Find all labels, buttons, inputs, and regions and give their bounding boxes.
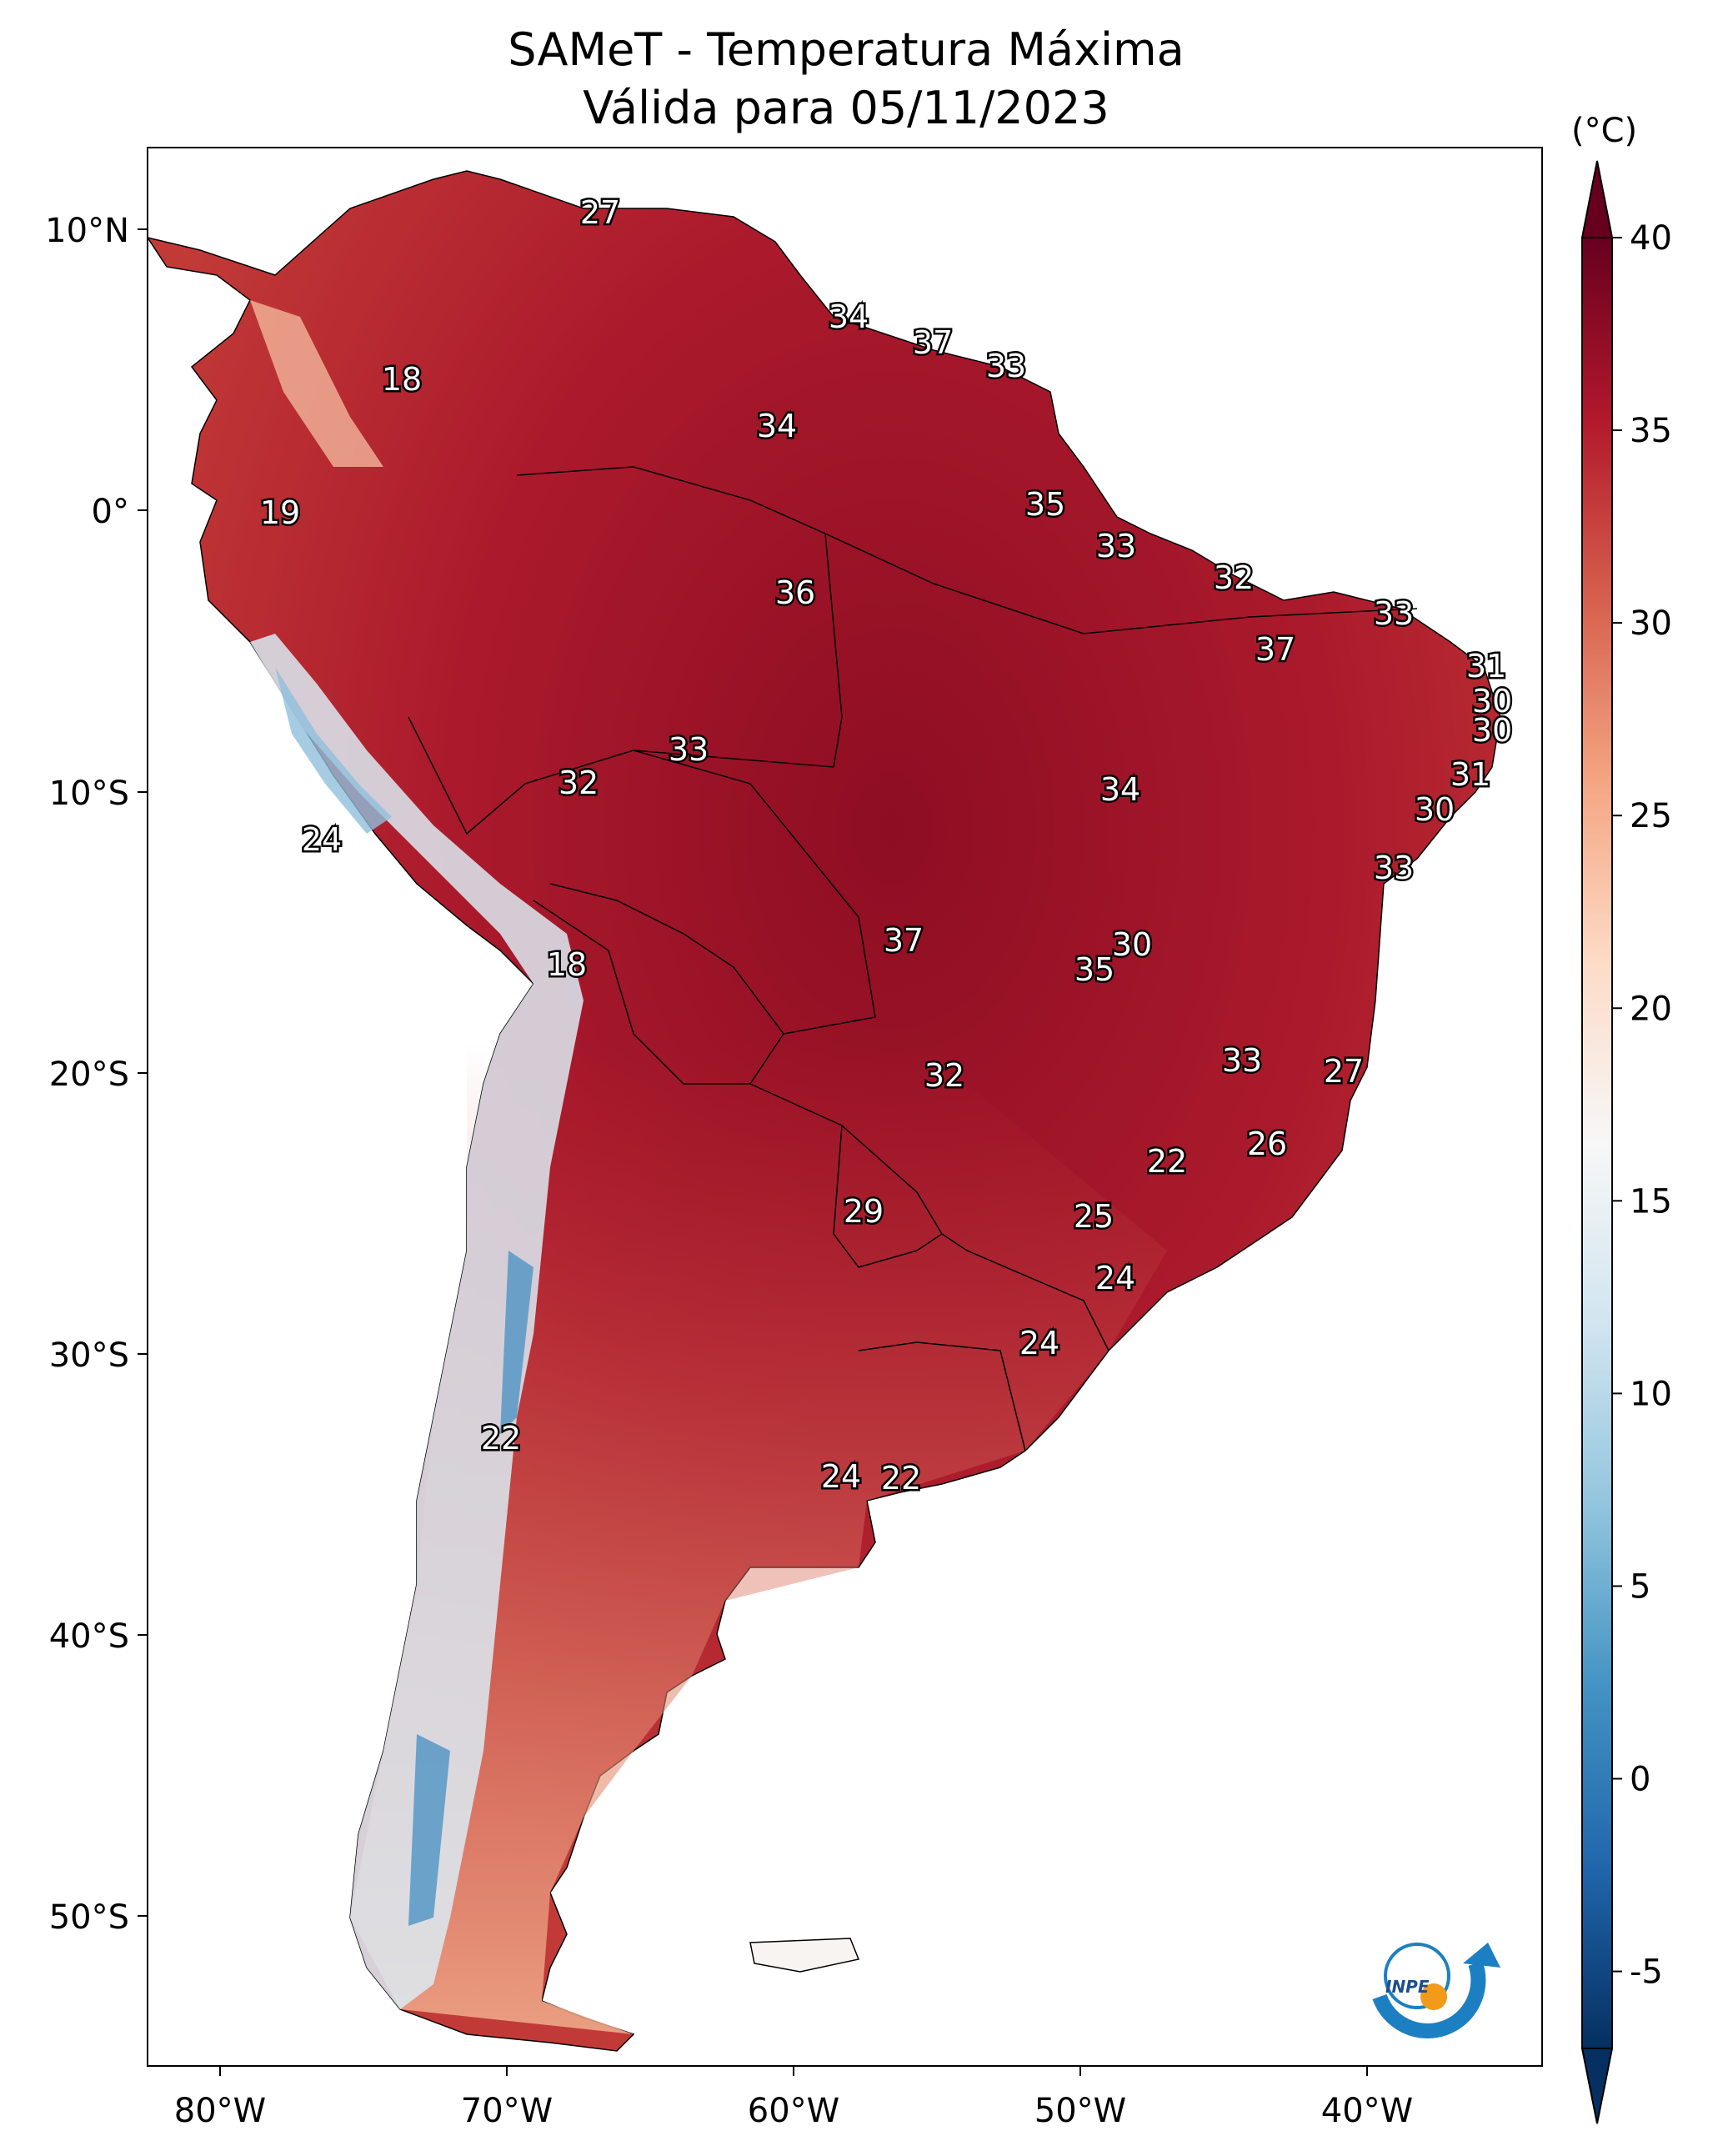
- temperature-label: 36: [775, 574, 815, 611]
- temperature-label: 37: [884, 922, 924, 959]
- lat-label: 30°S: [49, 1336, 129, 1375]
- colorbar-extend-min: [1580, 2048, 1614, 2124]
- colorbar-tick-label: 0: [1630, 1761, 1650, 1799]
- lat-label: 10°N: [45, 212, 129, 250]
- temperature-label: 22: [481, 1420, 521, 1457]
- temperature-label: 34: [829, 298, 869, 335]
- lat-label: 10°S: [49, 775, 129, 813]
- colorbar-tick-label: 10: [1630, 1375, 1672, 1413]
- temperature-label: 34: [1100, 771, 1140, 808]
- temperature-label: 32: [1214, 559, 1254, 596]
- temperature-label: 18: [382, 361, 422, 398]
- temperature-label: 33: [1374, 595, 1414, 632]
- temperature-label: 30: [1112, 926, 1152, 963]
- temperature-label: 30: [1472, 683, 1512, 720]
- temperature-label: 33: [1222, 1042, 1262, 1079]
- inpe-logo: INPE: [1372, 1943, 1500, 2038]
- colorbar-tick-label: 15: [1630, 1182, 1672, 1221]
- south-cooler-zone: [350, 1042, 1167, 2034]
- lon-label: 50°W: [1034, 2092, 1126, 2130]
- temperature-label: 37: [913, 324, 953, 361]
- colorbar-unit: (°C): [1571, 112, 1637, 150]
- temperature-label: 31: [1466, 648, 1506, 684]
- colorbar-extend-max: [1580, 160, 1614, 238]
- logo-text: INPE: [1385, 1977, 1430, 1997]
- temperature-label: 22: [881, 1460, 921, 1497]
- colorbar-tick-label: 5: [1630, 1567, 1650, 1606]
- temperature-label: 24: [1019, 1325, 1059, 1361]
- lon-label: 60°W: [748, 2092, 839, 2130]
- peru-andes-cold: [275, 667, 392, 834]
- lat-label: 40°S: [49, 1617, 129, 1656]
- lon-label: 80°W: [174, 2092, 266, 2130]
- colorbar: (°C) 40 35 30 25 20 15 10 5 0 -5: [1571, 112, 1672, 2124]
- temperature-label: 35: [1025, 486, 1065, 523]
- lat-label: 20°S: [49, 1055, 129, 1094]
- temperature-label: 27: [580, 194, 620, 231]
- colorbar-ticks: 40 35 30 25 20 15 10 5 0 -5: [1612, 219, 1672, 1992]
- falkland-islands: [749, 1938, 860, 1973]
- colorbar-tick-label: 40: [1630, 219, 1672, 258]
- country-borders: [408, 466, 1418, 1452]
- temperature-label: 30: [1472, 712, 1512, 749]
- temperature-label: 33: [1096, 528, 1136, 564]
- temperature-label: 33: [986, 348, 1026, 384]
- temperature-labels: 27 18 19 24 18 22 34 37 33 34 35 33 32 3…: [258, 193, 1514, 1499]
- temperature-label: 32: [924, 1057, 964, 1094]
- x-axis: 80°W 70°W 60°W 50°W 40°W: [174, 2066, 1413, 2130]
- logo-swoosh: [1372, 1961, 1486, 2038]
- temperature-label: 29: [844, 1193, 884, 1230]
- temperature-label: 25: [1074, 1198, 1114, 1235]
- colorbar-tick-label: 35: [1630, 412, 1672, 450]
- lat-label: 50°S: [49, 1898, 129, 1937]
- temperature-label: 26: [1247, 1126, 1287, 1162]
- lon-label: 40°W: [1321, 2092, 1413, 2130]
- temperature-label: 34: [757, 408, 797, 444]
- temperature-label: 33: [669, 731, 709, 768]
- temperature-label: 24: [821, 1458, 861, 1495]
- colorbar-tick-label: -5: [1630, 1953, 1663, 1992]
- colorbar-tick-label: 25: [1630, 797, 1672, 835]
- colombia-andes: [250, 300, 383, 467]
- lat-label: 0°: [92, 493, 129, 531]
- temperature-label: 24: [1095, 1260, 1135, 1296]
- colorbar-tick-label: 20: [1630, 990, 1672, 1028]
- temperature-label: 27: [1324, 1053, 1364, 1090]
- continent-layer: [148, 170, 1501, 2052]
- lon-label: 70°W: [461, 2092, 553, 2130]
- y-axis: 10°N 0° 10°S 20°S 30°S 40°S 50°S: [45, 212, 148, 1937]
- temperature-label: 31: [1450, 756, 1490, 793]
- temperature-label: 33: [1374, 850, 1414, 886]
- temperature-label: 32: [558, 765, 599, 801]
- temperature-label: 35: [1074, 951, 1114, 988]
- colorbar-tick-label: 30: [1630, 604, 1672, 643]
- temperature-label: 22: [1147, 1143, 1187, 1180]
- colorbar-bar: [1581, 237, 1613, 2049]
- patagonia-icefield: [408, 1734, 450, 1926]
- temperature-label: 18: [547, 946, 587, 983]
- logo-arrow: [1463, 1943, 1500, 1968]
- temperature-label: 30: [1415, 791, 1455, 828]
- map-subtitle: Válida para 05/11/2023: [583, 82, 1109, 134]
- temperature-label: 19: [260, 494, 300, 531]
- logo-orange-dot: [1420, 1983, 1447, 2010]
- map-title: SAMeT - Temperatura Máxima: [508, 23, 1185, 76]
- central-andes-cold: [500, 1251, 533, 1434]
- temperature-label: 37: [1255, 631, 1295, 668]
- temperature-label: 24: [302, 821, 342, 858]
